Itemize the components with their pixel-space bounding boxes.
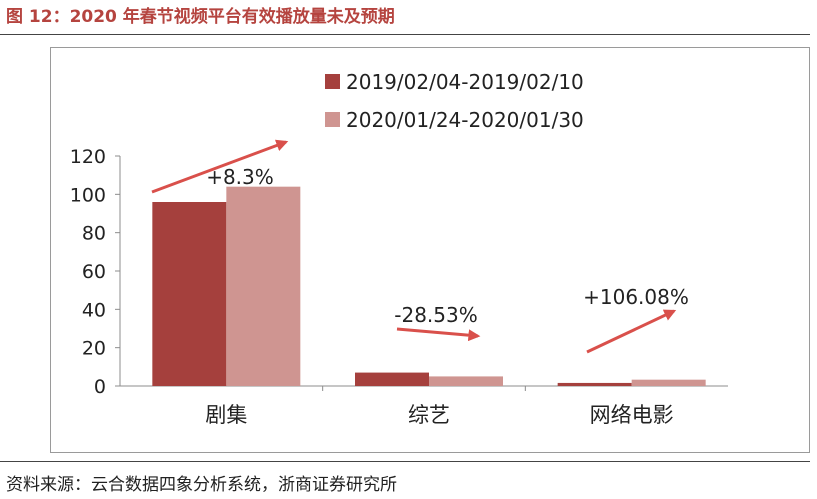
legend-swatch-0: [325, 74, 340, 89]
y-tick-label: 20: [82, 338, 106, 360]
x-category-label: 剧集: [205, 403, 247, 427]
bar-2020-1: [429, 376, 503, 386]
y-tick-label: 120: [70, 146, 106, 168]
legend-label-1: 2020/01/24-2020/01/30: [346, 108, 584, 132]
change-label-0: +8.3%: [206, 165, 274, 189]
bar-2020-0: [226, 186, 301, 386]
legend-swatch-1: [325, 112, 340, 127]
bar-2019-0: [152, 202, 227, 386]
change-arrow-2: [586, 309, 677, 354]
y-tick-label: 40: [82, 299, 106, 321]
bar-2019-1: [355, 372, 429, 386]
bar-2020-2: [631, 379, 706, 386]
x-category-label: 网络电影: [590, 403, 674, 427]
change-label-1: -28.53%: [394, 303, 477, 327]
y-tick-label: 100: [70, 184, 106, 206]
y-tick-label: 0: [94, 376, 106, 398]
change-label-2: +106.08%: [583, 285, 689, 309]
y-tick-label: 80: [82, 223, 106, 245]
source-divider: [0, 461, 810, 462]
figure-title: 图 12：2020 年春节视频平台有效播放量未及预期: [6, 7, 395, 27]
chart-frame: [50, 47, 810, 453]
legend-label-0: 2019/02/04-2019/02/10: [346, 70, 584, 94]
change-arrow-0: [151, 139, 289, 194]
y-tick-label: 60: [82, 261, 106, 283]
x-category-label: 综艺: [408, 403, 450, 427]
source-note: 资料来源：云合数据四象分析系统，浙商证券研究所: [6, 475, 397, 495]
bar-2019-2: [557, 382, 632, 386]
change-arrow-1: [396, 327, 481, 342]
title-divider: [0, 34, 810, 35]
